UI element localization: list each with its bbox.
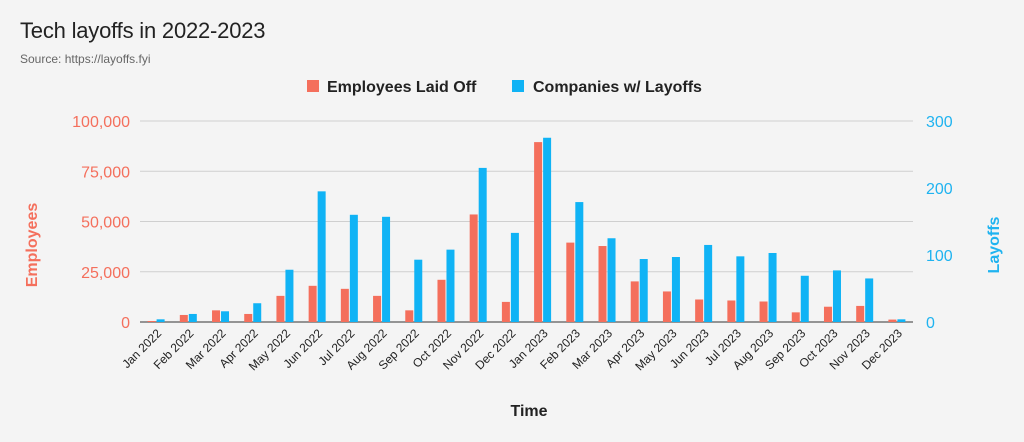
bar-companies[interactable]	[253, 303, 262, 322]
bar-employees[interactable]	[630, 281, 639, 322]
bar-companies[interactable]	[349, 214, 358, 322]
bar-employees[interactable]	[727, 300, 736, 322]
bar-companies[interactable]	[800, 275, 809, 322]
bar-employees[interactable]	[244, 313, 253, 322]
x-axis-title: Time	[510, 403, 547, 420]
bar-companies[interactable]	[478, 167, 487, 322]
bar-companies[interactable]	[865, 278, 874, 322]
bar-companies[interactable]	[543, 137, 552, 322]
bar-employees[interactable]	[566, 242, 575, 322]
bar-employees[interactable]	[888, 319, 897, 322]
right-tick-label: 100	[926, 248, 953, 265]
bar-companies[interactable]	[221, 311, 230, 322]
bar-companies[interactable]	[671, 257, 680, 322]
left-axis-ticks: 0 25,000 50,000 75,000 100,000	[72, 114, 130, 332]
bar-companies[interactable]	[188, 313, 197, 322]
left-tick-label: 100,000	[72, 114, 130, 131]
bar-employees[interactable]	[405, 310, 414, 322]
left-tick-label: 50,000	[81, 215, 130, 232]
right-axis-ticks: 0 100 200 300	[926, 114, 953, 332]
bar-employees[interactable]	[147, 320, 156, 322]
left-axis-title: Employees	[24, 203, 41, 288]
bar-companies[interactable]	[607, 238, 616, 322]
bar-employees[interactable]	[662, 291, 671, 322]
bar-employees[interactable]	[695, 299, 704, 322]
bar-employees[interactable]	[340, 288, 349, 322]
legend-swatch-employees	[307, 80, 319, 92]
legend[interactable]: Employees Laid Off Companies w/ Layoffs	[307, 79, 702, 96]
bar-companies[interactable]	[382, 216, 391, 322]
left-tick-label: 0	[121, 315, 130, 332]
bar-employees[interactable]	[373, 295, 382, 322]
bar-employees[interactable]	[437, 279, 446, 322]
bar-companies[interactable]	[317, 191, 326, 322]
chart-subtitle: Source: https://layoffs.fyi	[20, 52, 151, 66]
bar-employees[interactable]	[534, 142, 543, 322]
left-tick-label: 25,000	[81, 265, 130, 282]
bar-employees[interactable]	[308, 285, 317, 322]
right-tick-label: 300	[926, 114, 953, 131]
left-tick-label: 75,000	[81, 164, 130, 181]
chart-title: Tech layoffs in 2022-2023	[20, 18, 266, 43]
bar-employees[interactable]	[823, 306, 832, 322]
bar-companies[interactable]	[285, 269, 294, 322]
legend-label-employees: Employees Laid Off	[327, 79, 477, 96]
legend-label-companies: Companies w/ Layoffs	[533, 79, 702, 96]
bar-employees[interactable]	[856, 305, 865, 322]
right-tick-label: 0	[926, 315, 935, 332]
bar-employees[interactable]	[759, 301, 768, 322]
bar-companies[interactable]	[446, 249, 455, 322]
bar-employees[interactable]	[276, 295, 285, 322]
bar-employees[interactable]	[598, 246, 607, 322]
bar-companies[interactable]	[414, 259, 423, 322]
bar-companies[interactable]	[832, 270, 841, 322]
right-tick-label: 200	[926, 181, 953, 198]
bar-employees[interactable]	[501, 301, 510, 322]
bar-employees[interactable]	[212, 310, 221, 322]
bar-companies[interactable]	[736, 256, 745, 322]
bar-employees[interactable]	[791, 312, 800, 322]
bar-employees[interactable]	[179, 314, 188, 322]
bar-companies[interactable]	[704, 244, 713, 322]
bar-companies[interactable]	[575, 202, 584, 322]
bar-employees[interactable]	[469, 214, 478, 322]
legend-swatch-companies	[512, 80, 524, 92]
bar-companies[interactable]	[639, 259, 648, 322]
bar-companies[interactable]	[156, 319, 165, 322]
gridlines	[140, 120, 913, 323]
bar-companies[interactable]	[768, 252, 777, 322]
bar-companies[interactable]	[897, 319, 906, 322]
bar-companies[interactable]	[510, 232, 519, 322]
right-axis-title: Layoffs	[986, 216, 1003, 273]
bars	[147, 137, 906, 322]
